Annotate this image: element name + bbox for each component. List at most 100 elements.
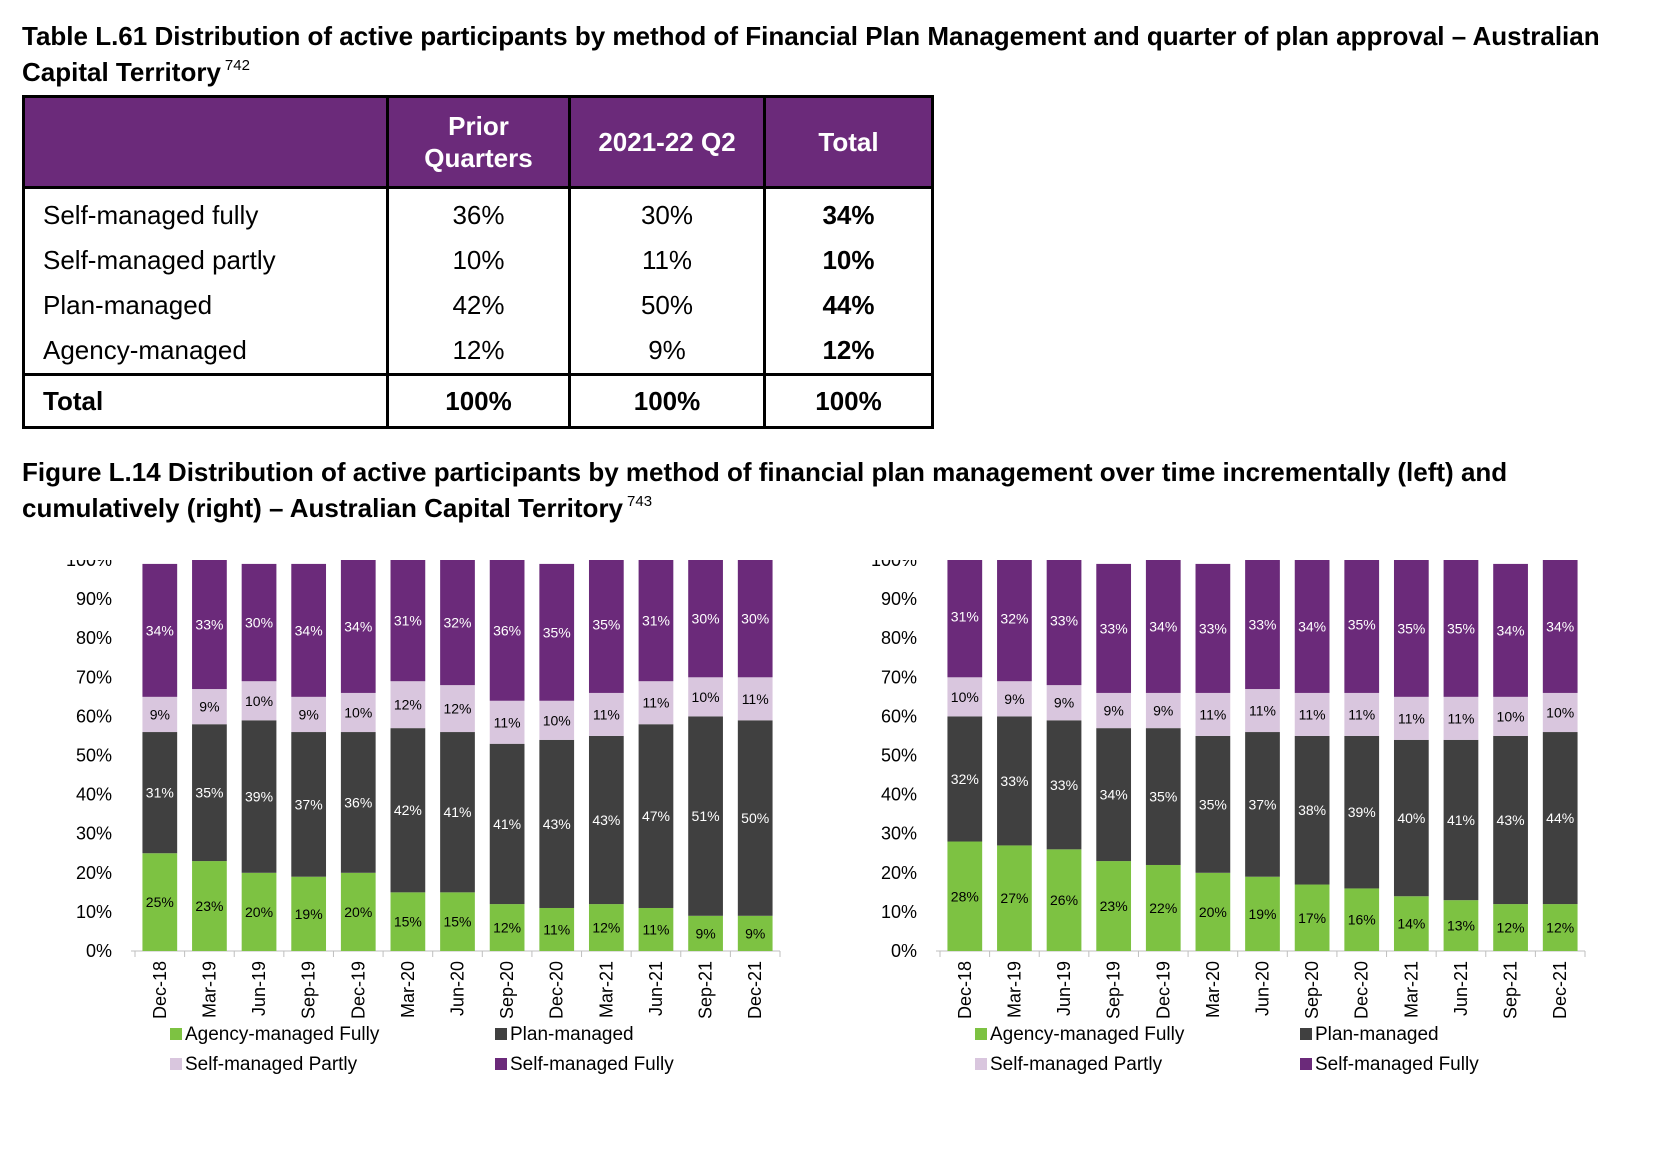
data-label: 13%: [1447, 918, 1475, 934]
data-label: 43%: [543, 816, 571, 832]
data-label: 39%: [1348, 804, 1376, 820]
bar-segment: [638, 724, 674, 908]
data-label: 35%: [195, 785, 223, 801]
data-label: 40%: [1397, 810, 1425, 826]
data-label: 14%: [1397, 916, 1425, 932]
data-label: 33%: [1000, 773, 1028, 789]
cell-q2: 50%: [568, 283, 765, 328]
bar-segment: [489, 560, 525, 701]
legend-label: Self-managed Partly: [990, 1054, 1163, 1075]
data-label: 11%: [742, 691, 769, 707]
cell-total: 12%: [763, 328, 933, 375]
cell-total: 44%: [763, 283, 933, 328]
x-tick-label: Jun-19: [1054, 961, 1074, 1016]
data-label: 12%: [592, 920, 620, 936]
legend-swatch: [495, 1028, 507, 1040]
bar-segment: [1443, 739, 1479, 901]
bar-segment: [1344, 735, 1380, 889]
y-tick-label: 50%: [76, 746, 112, 766]
data-label: 12%: [443, 701, 471, 717]
data-label: 34%: [1100, 787, 1128, 803]
bar-segment: [1195, 563, 1231, 693]
row-label: Self-managed fully: [43, 200, 259, 230]
y-tick-label: 50%: [881, 746, 917, 766]
data-label: 15%: [394, 914, 422, 930]
legend-label: Agency-managed Fully: [185, 1024, 380, 1045]
y-tick-label: 90%: [76, 589, 112, 609]
bar-segment: [241, 872, 277, 951]
bar-segment: [1344, 560, 1380, 693]
bar-segment: [291, 876, 327, 951]
data-label: 50%: [741, 810, 769, 826]
data-label: 34%: [344, 618, 372, 634]
data-label: 38%: [1298, 802, 1326, 818]
x-tick-label: Jun-21: [646, 961, 666, 1016]
bar-segment: [688, 716, 723, 916]
bar-segment: [192, 689, 227, 725]
data-label: 33%: [1100, 620, 1128, 636]
x-tick-label: Sep-19: [299, 961, 319, 1019]
data-label: 37%: [295, 796, 323, 812]
bar-segment: [1096, 728, 1132, 862]
x-tick-label: Dec-19: [1153, 961, 1173, 1019]
x-tick-label: Sep-21: [696, 961, 716, 1019]
data-label: 11%: [593, 706, 620, 722]
data-label: 9%: [1004, 691, 1024, 707]
table-total-row: Total 100% 100% 100%: [23, 373, 933, 428]
y-tick-label: 0%: [891, 941, 917, 961]
data-label: 35%: [1199, 796, 1227, 812]
bar-segment: [192, 560, 227, 690]
bar-segment: [1195, 692, 1231, 736]
bar-segment: [291, 732, 327, 877]
bar-segment: [1294, 560, 1330, 693]
data-label: 9%: [1153, 703, 1173, 719]
bar-segment: [1542, 692, 1578, 733]
bar-segment: [1046, 685, 1082, 721]
cell-q2: 9%: [568, 328, 765, 375]
x-tick-label: Mar-20: [1203, 961, 1223, 1018]
table-title: Table L.61 Distribution of active partic…: [22, 18, 1622, 90]
data-label: 23%: [195, 898, 223, 914]
bar-segment: [1542, 904, 1578, 951]
y-tick-label: 20%: [881, 863, 917, 883]
bar-segment: [390, 681, 426, 729]
data-label: 11%: [494, 714, 521, 730]
bar-segment: [340, 692, 376, 733]
data-label: 44%: [1546, 810, 1574, 826]
data-label: 30%: [245, 615, 273, 631]
bar-segment: [1393, 560, 1429, 697]
bar-segment: [489, 904, 525, 951]
bar-segment: [1493, 735, 1528, 905]
x-tick-label: Sep-20: [497, 961, 517, 1019]
cell-q2: 30%: [568, 187, 765, 238]
data-label: 19%: [1248, 906, 1276, 922]
bar-segment: [440, 892, 475, 951]
cell-prior: 100%: [386, 373, 570, 428]
data-label: 30%: [741, 611, 769, 627]
data-label: 11%: [642, 921, 669, 937]
cumulative-stacked-bar-chart: 0% 10% 20% 30% 40% 50% 60% 70% 80% 90% 100% 28% 32% 1…: [871, 560, 1586, 1075]
bar-segment: [1096, 563, 1132, 693]
data-label: 33%: [1199, 620, 1227, 636]
data-label: 10%: [344, 704, 372, 720]
bar-segment: [947, 560, 983, 678]
legend-swatch: [1300, 1058, 1312, 1070]
data-label: 9%: [745, 925, 765, 941]
data-label: 20%: [1199, 904, 1227, 920]
bar-segment: [340, 560, 376, 693]
x-tick-label: Mar-20: [398, 961, 418, 1018]
data-label: 35%: [1348, 617, 1376, 633]
data-label: 32%: [1000, 611, 1028, 627]
bar-segment: [192, 724, 227, 862]
legend-swatch: [975, 1058, 987, 1070]
data-label: 11%: [1348, 706, 1375, 722]
bar-segment: [1493, 904, 1528, 951]
bar-segment: [1393, 696, 1429, 740]
data-label: 9%: [1054, 695, 1074, 711]
y-tick-label: 20%: [76, 863, 112, 883]
data-label: 11%: [543, 921, 570, 937]
bar-segment: [241, 681, 277, 721]
data-label: 34%: [146, 622, 174, 638]
cell-prior: 10%: [386, 238, 570, 283]
bar-segment: [142, 696, 178, 733]
